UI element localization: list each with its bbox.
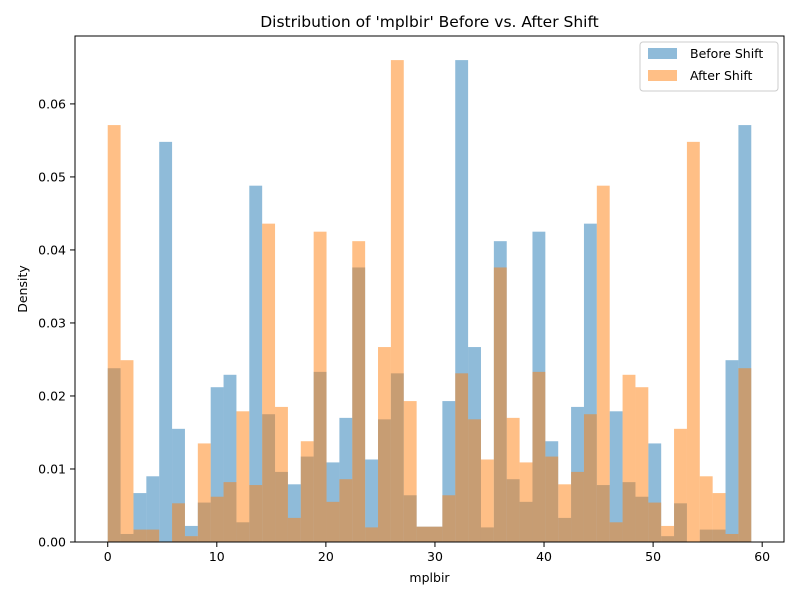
after-shift-bar <box>210 496 224 542</box>
legend-label-before-shift: Before Shift <box>690 46 763 61</box>
before-shift-bar <box>365 459 379 542</box>
x-tick-label: 40 <box>536 549 552 564</box>
after-shift-bar <box>712 493 726 542</box>
x-tick-label: 10 <box>209 549 225 564</box>
after-shift-bar <box>429 526 443 542</box>
after-shift-bar <box>120 360 134 542</box>
after-shift-bar <box>532 371 546 542</box>
after-shift-bar <box>468 419 481 542</box>
after-shift-bar <box>416 526 430 542</box>
after-shift-bar <box>558 484 572 542</box>
y-tick-label: 0.05 <box>38 169 66 184</box>
plot-frame <box>74 35 785 543</box>
after-shift-bar <box>275 406 288 542</box>
after-shift-bar <box>699 476 713 542</box>
legend-label-after-shift: After Shift <box>690 68 753 83</box>
after-shift-bar <box>378 347 391 542</box>
after-shift-bar <box>390 60 404 542</box>
after-shift-bar <box>365 527 379 542</box>
x-tick-label: 20 <box>318 549 334 564</box>
after-shift-bar <box>146 529 160 542</box>
after-shift-bar <box>352 241 366 543</box>
y-axis-label: Density <box>15 265 30 313</box>
after-shift-bar <box>661 525 675 542</box>
after-shift-bars <box>107 60 752 543</box>
after-shift-bar <box>686 141 700 542</box>
after-shift-bar <box>107 125 121 542</box>
after-shift-bar <box>300 441 314 542</box>
after-shift-bar <box>403 401 417 542</box>
before-shift-bar <box>249 185 263 542</box>
after-shift-bar <box>313 231 327 542</box>
after-shift-bar <box>674 428 687 542</box>
x-axis-label: mplbir <box>409 570 450 585</box>
before-shift-bar <box>725 360 739 542</box>
after-shift-bar <box>725 533 739 542</box>
x-tick-label: 60 <box>754 549 770 564</box>
after-shift-bar <box>493 267 507 542</box>
after-shift-bar <box>545 456 559 542</box>
before-shift-bar <box>609 411 623 542</box>
after-shift-bar <box>133 529 147 542</box>
after-shift-bar <box>172 503 185 542</box>
before-shift-bar <box>146 476 160 542</box>
after-shift-bar <box>236 411 250 542</box>
y-tick-label: 0.04 <box>38 242 66 257</box>
legend-swatch-before-shift <box>648 48 677 59</box>
y-tick-label: 0.03 <box>38 315 66 330</box>
y-axis: 0.00 0.01 0.02 0.03 0.04 0.05 0.06 <box>38 96 75 550</box>
after-shift-bar <box>583 414 597 542</box>
after-shift-bar <box>519 462 533 542</box>
y-tick-label: 0.02 <box>38 388 66 403</box>
after-shift-bar <box>223 482 237 542</box>
after-shift-bar <box>197 443 211 542</box>
after-shift-bar <box>442 495 456 542</box>
after-shift-bar <box>480 459 494 542</box>
after-shift-bar <box>635 387 649 542</box>
after-shift-bar <box>184 536 198 542</box>
x-tick-label: 50 <box>645 549 661 564</box>
after-shift-bar <box>249 485 263 542</box>
before-shift-bar <box>159 141 173 542</box>
legend: Before Shift After Shift <box>639 41 779 92</box>
after-shift-bar <box>339 479 353 542</box>
y-tick-label: 0.06 <box>38 96 66 111</box>
x-tick-label: 30 <box>427 549 443 564</box>
after-shift-bar <box>455 373 469 542</box>
y-tick-label: 0.01 <box>38 461 66 476</box>
after-shift-bar <box>609 522 623 542</box>
after-shift-bar <box>326 501 340 542</box>
after-shift-bar <box>287 517 301 542</box>
after-shift-bar <box>571 471 584 542</box>
after-shift-bar <box>262 223 276 542</box>
chart-title: Distribution of 'mplbir' Before vs. Afte… <box>260 13 599 31</box>
after-shift-bar <box>506 417 520 542</box>
x-axis: 0 10 20 30 40 50 60 <box>104 542 770 564</box>
legend-swatch-after-shift <box>648 70 677 81</box>
x-tick-label: 0 <box>104 549 112 564</box>
after-shift-bar <box>622 374 636 542</box>
y-tick-label: 0.00 <box>38 535 66 550</box>
after-shift-bar <box>738 368 752 542</box>
after-shift-bar <box>596 185 610 542</box>
after-shift-bar <box>648 502 662 542</box>
